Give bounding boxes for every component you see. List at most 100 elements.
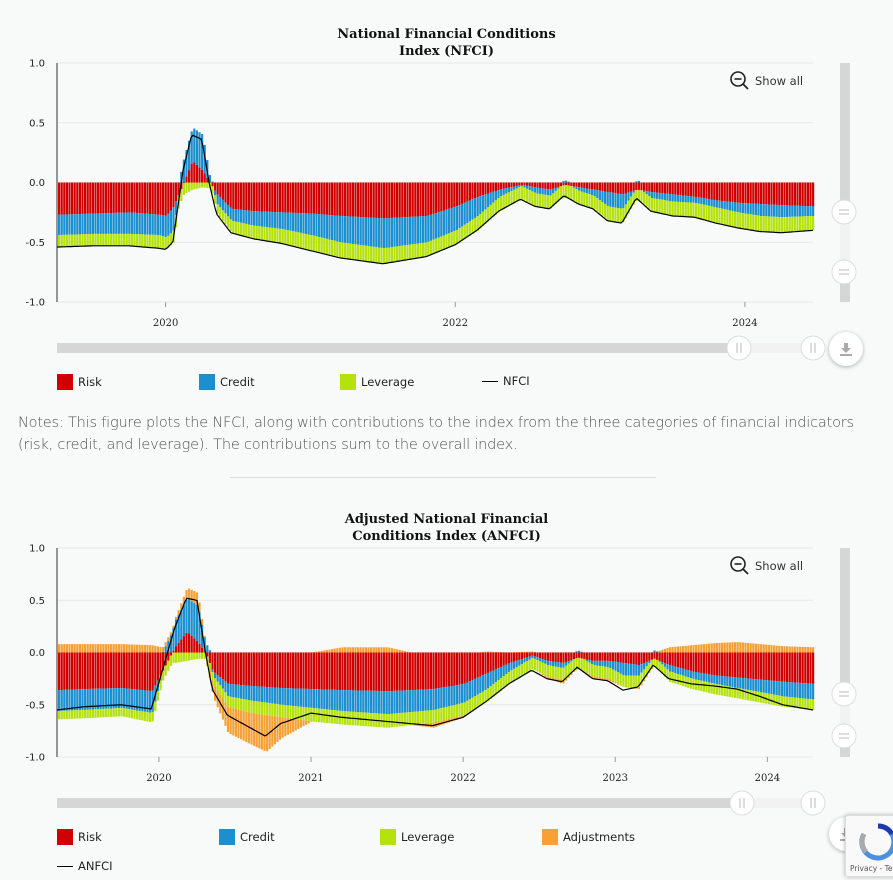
legend-item-credit[interactable]: Credit [199,374,255,390]
recaptcha-badge[interactable]: Privacy - Te [845,815,893,877]
bar-risk [227,652,230,684]
bar-leverage [780,696,783,707]
legend-item-risk[interactable]: Risk [57,374,102,390]
bar-adjustments [68,644,71,653]
bar-adjustments [552,677,555,681]
bar-leverage [266,702,269,716]
bar-leverage [715,684,718,695]
bar-risk [624,652,627,664]
legend-item-leverage[interactable]: Leverage [340,374,414,390]
bar-credit [364,217,367,246]
bar-credit [770,680,773,695]
scrollbar-handle[interactable] [800,790,826,816]
bar-risk [791,652,794,683]
bar-credit [744,203,747,214]
bar-leverage [409,244,412,260]
bar-risk [71,182,74,215]
bar-leverage [247,700,250,713]
bar-credit [786,205,789,217]
bar-risk [416,652,419,690]
bar-credit [528,656,531,660]
bar-credit [281,212,284,230]
bar-risk [115,182,118,213]
bar-credit [728,201,731,211]
bar-credit [539,658,542,662]
bar-risk [505,182,508,189]
bar-adjustments [700,644,703,653]
bar-credit [476,677,479,695]
bar-risk [133,652,136,690]
bar-adjustments [325,649,328,653]
bar-credit [739,202,742,213]
download-button[interactable] [829,332,863,366]
bar-leverage [299,232,302,248]
bar-adjustments [760,644,763,653]
bar-credit [117,688,120,709]
bar-credit [318,689,321,709]
bar-adjustments [606,678,609,681]
bar-risk [117,652,120,689]
bar-risk [375,652,378,691]
bar-credit [211,181,214,183]
bar-leverage [656,198,659,213]
legend-item-credit[interactable]: Credit [219,829,275,845]
bar-risk [531,182,534,187]
bar-adjustments [273,716,276,745]
bar-leverage [312,708,315,722]
bar-leverage [463,702,466,715]
bar-risk [294,182,297,213]
bar-credit [648,660,651,663]
bar-leverage [554,666,557,679]
bar-leverage [809,216,812,231]
bar-credit [653,650,656,653]
bar-risk [580,652,583,659]
legend-item-adjustments[interactable]: Adjustments [542,829,635,845]
bar-leverage [63,234,66,247]
legend-line-swatch [57,865,73,867]
bar-risk [351,182,354,217]
bar-credit [546,189,549,196]
vertical-scrollbar-handle[interactable] [831,723,857,749]
vertical-scrollbar-handle[interactable] [831,681,857,707]
bar-credit [775,681,778,696]
bar-leverage [783,217,786,233]
bar-credit [97,213,100,234]
bar-risk [533,182,536,188]
show-all-button[interactable]: Show all [730,556,803,575]
scrollbar-handle[interactable] [800,335,826,361]
bar-credit [624,193,627,205]
bar-credit [97,688,100,710]
vertical-scrollbar-handle[interactable] [831,259,857,285]
bar-credit [505,188,508,194]
bar-risk [773,652,776,681]
legend-item-anfci[interactable]: ANFCI [57,859,113,873]
bar-leverage [606,666,609,679]
bar-leverage [593,196,596,210]
legend-item-nfci[interactable]: NFCI [482,374,530,388]
bar-adjustments [689,645,692,653]
bar-adjustments [104,644,107,653]
vertical-scrollbar-handle[interactable] [831,199,857,225]
bar-credit [299,213,302,233]
legend-item-leverage[interactable]: Leverage [380,829,454,845]
bar-leverage [461,226,464,241]
bar-leverage [63,710,66,720]
bar-risk [344,652,347,691]
bar-leverage [528,659,531,672]
scrollbar-handle[interactable] [729,790,755,816]
bar-leverage [606,205,609,221]
bar-credit [793,205,796,217]
scrollbar-handle[interactable] [726,335,752,361]
bar-leverage [328,709,331,724]
bar-risk [669,652,672,666]
bar-credit [773,204,776,217]
bar-adjustments [271,715,274,747]
show-all-button[interactable]: Show all [730,71,803,90]
bar-leverage [359,245,362,261]
legend-item-risk[interactable]: Risk [57,829,102,845]
bar-credit [786,681,789,697]
bar-risk [203,651,206,653]
bar-risk [689,652,692,671]
bar-leverage [130,709,133,719]
bar-adjustments [138,644,141,653]
